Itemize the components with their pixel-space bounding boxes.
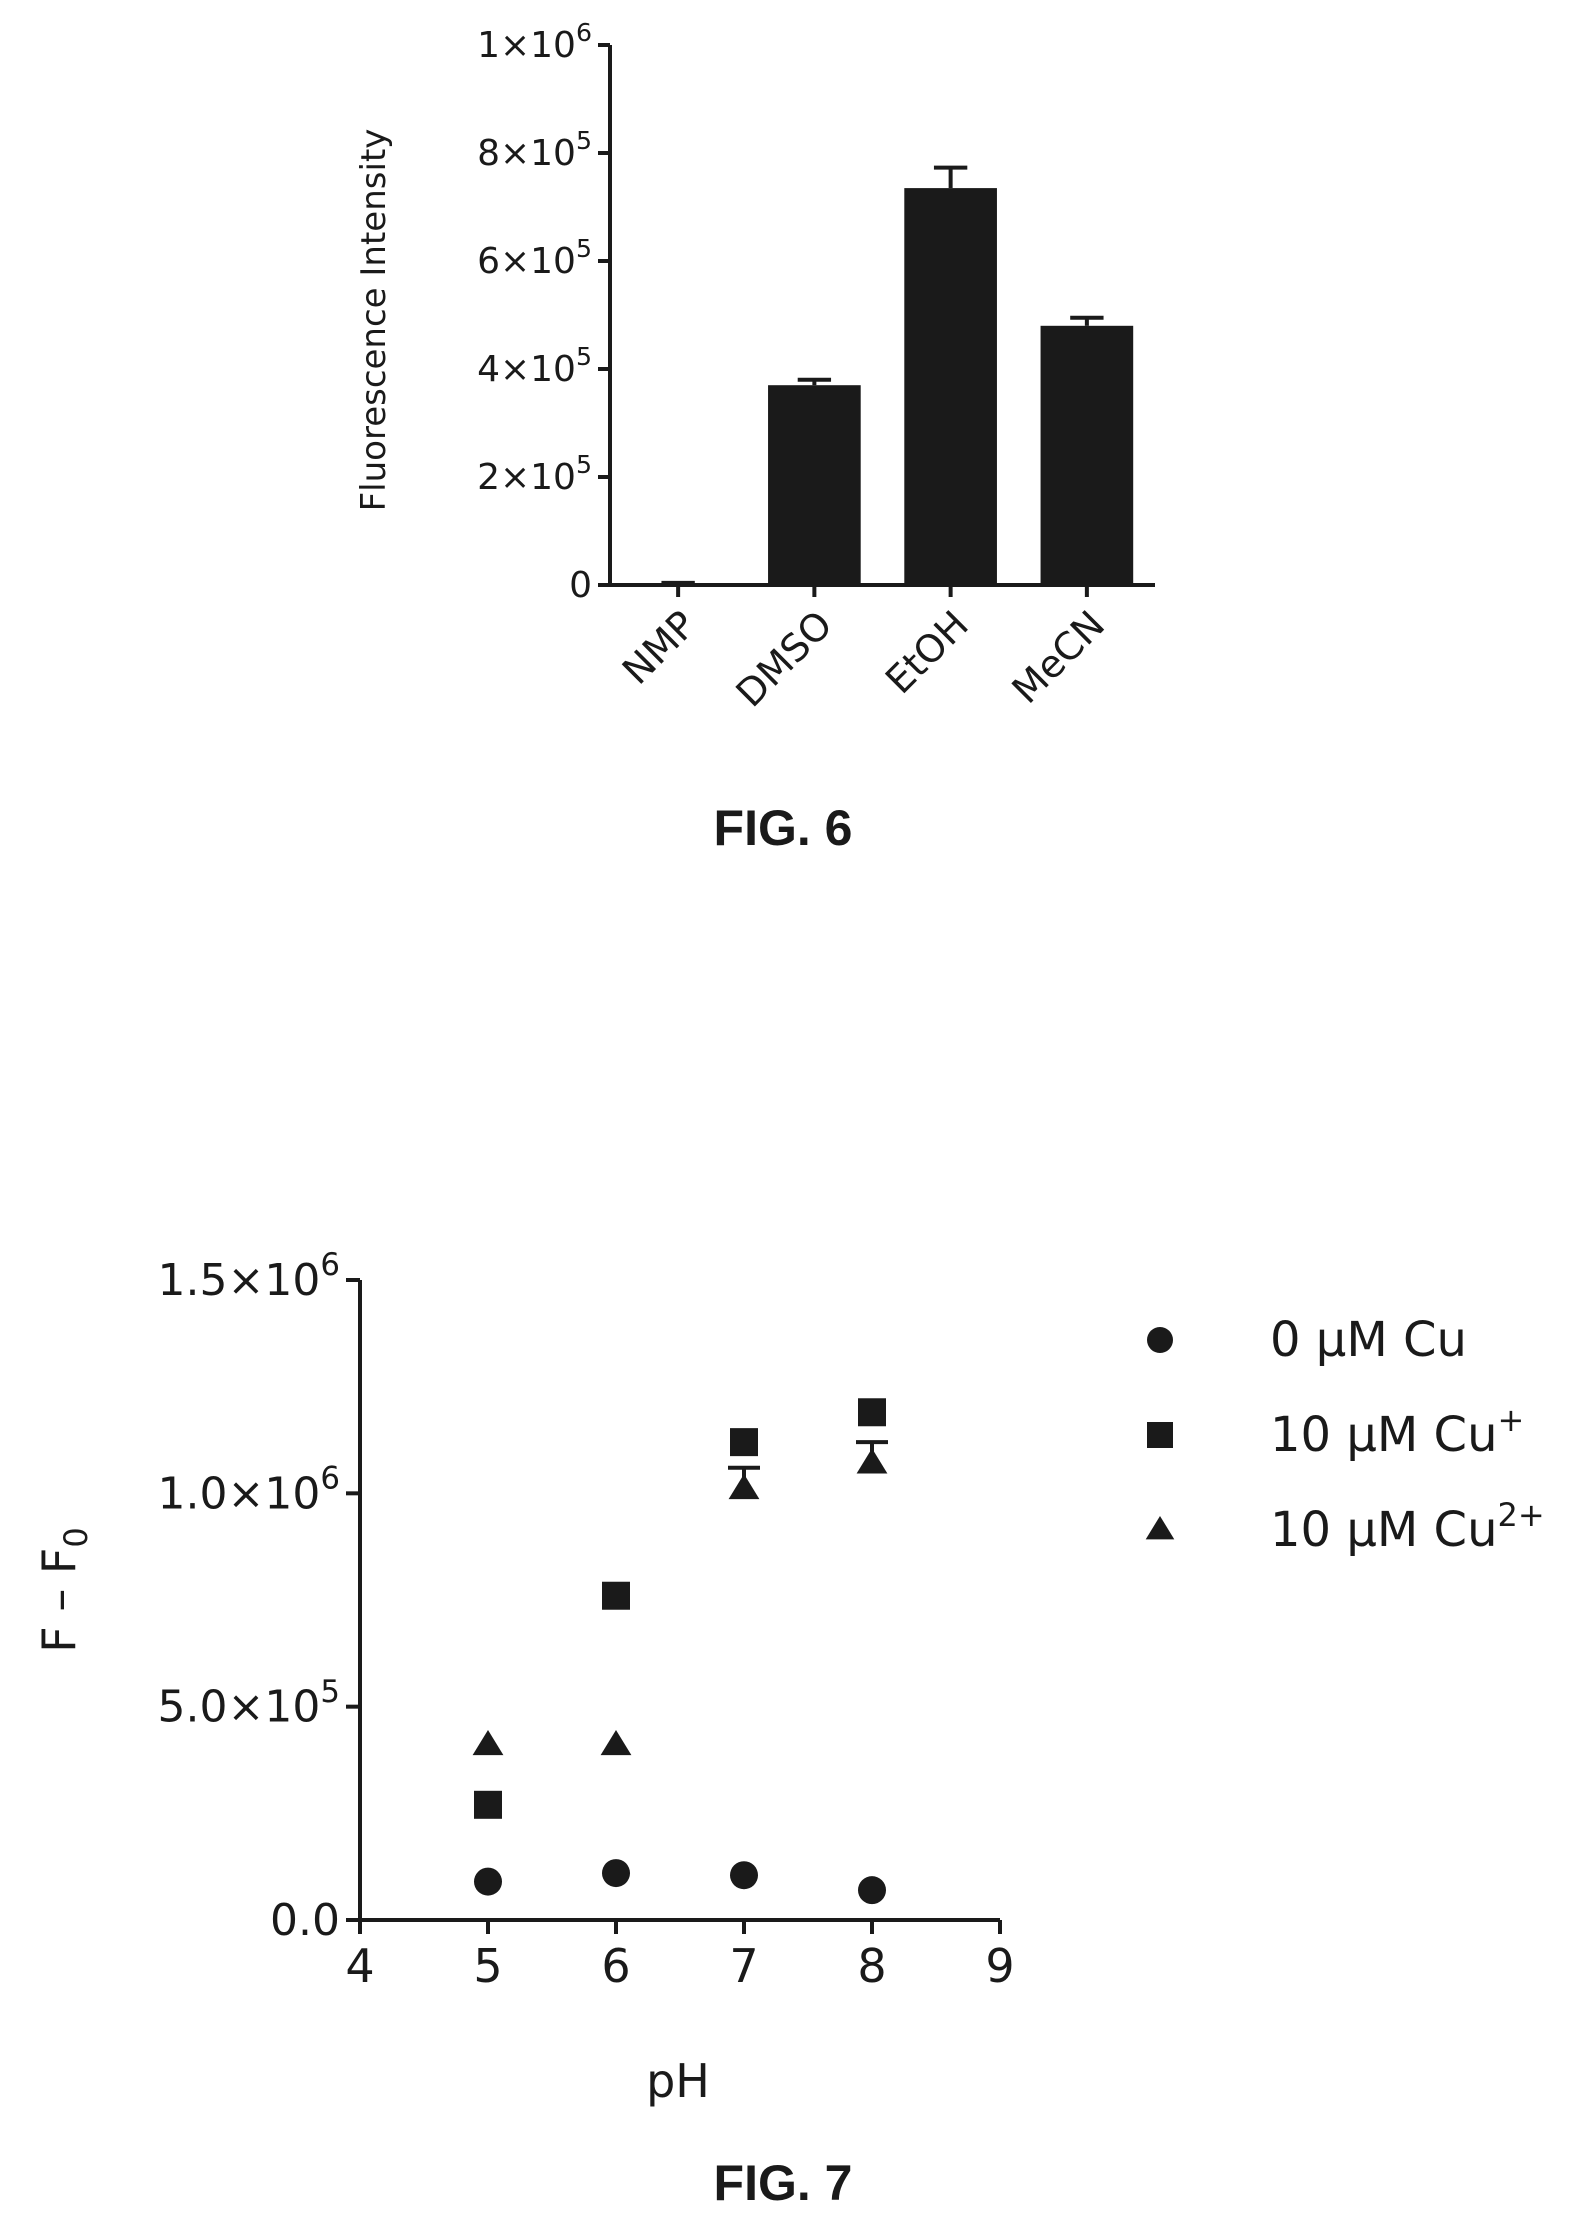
fig7-y-tick-label: 1.0×106 — [158, 1461, 340, 1520]
fig6-bars — [631, 165, 1134, 585]
fig7-point-circle — [602, 1859, 630, 1888]
fig6-y-axis-label: Fluorescence Intensity — [354, 129, 394, 512]
fig7-points — [472, 1398, 888, 1905]
fig7-scatter-chart: 0.0 5.0×105 1.0×106 1.5×106 4 5 6 7 8 9 0 μM Cu 1… — [32, 1247, 1545, 2108]
fig6-x-tick-label: EtOH — [877, 602, 977, 702]
fig6-y-tick-label: 1×106 — [477, 18, 592, 66]
fig7-legend-marker — [1147, 1327, 1173, 1353]
fig7-y-ticks: 0.0 5.0×105 1.0×106 1.5×106 — [158, 1247, 360, 1946]
fig7-x-tick-label: 6 — [601, 1939, 630, 1993]
fig7-point-circle — [730, 1861, 758, 1890]
fig7-point-circle — [858, 1876, 886, 1905]
fig6-y-tick-label: 4×105 — [477, 342, 592, 390]
fig7-point-square — [730, 1428, 758, 1457]
fig6-y-tick-label: 8×105 — [477, 126, 592, 174]
fig6-x-tick-label: DMSO — [728, 602, 841, 715]
fig7-caption: FIG. 7 — [714, 2155, 853, 2211]
fig7-point-square — [602, 1581, 630, 1610]
fig6-x-ticks: NMP DMSO EtOH MeCN — [614, 585, 1113, 715]
fig6-caption: FIG. 6 — [714, 800, 853, 856]
fig6-x-tick-label: NMP — [614, 602, 705, 693]
fig7-y-axis-label: F – F0 — [32, 1527, 95, 1653]
fig7-x-tick-label: 4 — [345, 1939, 374, 1993]
fig7-legend-marker — [1147, 1422, 1173, 1448]
fig7-y-tick-label: 5.0×105 — [158, 1674, 340, 1733]
fig7-axes — [358, 1280, 1000, 1922]
fig6-bar — [1040, 325, 1134, 585]
fig7-point-triangle — [472, 1729, 504, 1756]
fig7-legend-label: 10 μM Cu+ — [1270, 1401, 1524, 1463]
fig6-y-tick-label: 6×105 — [477, 234, 592, 282]
fig7-x-tick-label: 9 — [985, 1939, 1014, 1993]
fig7-x-ticks: 4 5 6 7 8 9 — [345, 1920, 1015, 1993]
fig6-y-ticks: 0 2×105 4×105 6×105 8×105 1×106 — [477, 18, 610, 606]
fig7-x-tick-label: 8 — [857, 1939, 886, 1993]
fig6-y-tick-label: 2×105 — [477, 450, 592, 498]
fig7-legend: 0 μM Cu 10 μM Cu+ 10 μM Cu2+ — [1145, 1312, 1545, 1558]
fig7-point-triangle — [856, 1448, 888, 1474]
fig6-bar — [904, 188, 997, 585]
fig7-point-triangle — [728, 1473, 760, 1500]
fig7-y-tick-label: 0.0 — [270, 1895, 340, 1946]
fig7-x-tick-label: 5 — [473, 1939, 502, 1993]
fig7-legend-label: 0 μM Cu — [1270, 1312, 1467, 1368]
fig7-point-square — [474, 1790, 502, 1819]
fig7-point-circle — [474, 1867, 502, 1896]
fig6-y-tick-label: 0 — [569, 565, 592, 606]
fig6-bar-chart: 0 2×105 4×105 6×105 8×105 1×106 NMP DMSO EtOH Me… — [354, 18, 1155, 715]
fig7-point-square — [858, 1398, 886, 1427]
fig7-x-tick-label: 7 — [729, 1939, 758, 1993]
fig7-legend-marker — [1145, 1515, 1175, 1540]
fig7-x-axis-label: pH — [646, 2054, 710, 2108]
fig7-y-tick-label: 1.5×106 — [158, 1247, 340, 1306]
fig7-point-triangle — [600, 1729, 632, 1756]
fig6-x-tick-label: MeCN — [1004, 602, 1114, 712]
fig6-bar — [768, 385, 861, 585]
fig7-legend-label: 10 μM Cu2+ — [1270, 1496, 1545, 1558]
